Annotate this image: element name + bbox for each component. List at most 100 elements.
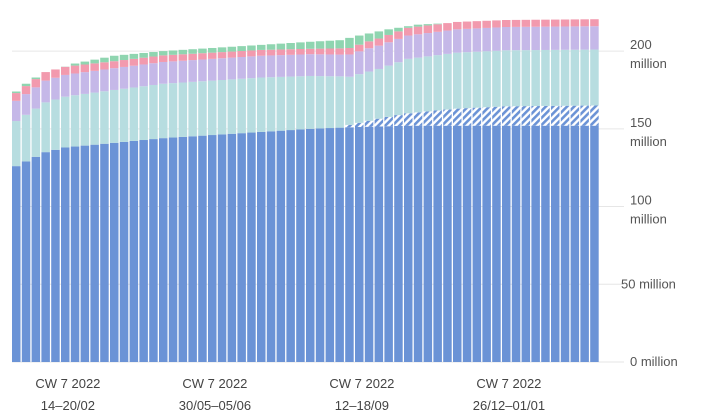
bar-segment-top — [198, 48, 207, 54]
bar-segment-2 — [159, 83, 168, 139]
bar-segment-4 — [580, 19, 589, 27]
bar-segment-3 — [266, 55, 276, 78]
x-axis: CW 7 2022 14–20/02 CW 7 2022 30/05–05/06 CW … — [35, 376, 545, 413]
bar-segment-1 — [364, 120, 374, 127]
bar-segment-3 — [541, 26, 550, 50]
bar-segment-4 — [257, 49, 266, 56]
bar-segment-top — [355, 35, 364, 45]
bar-segment-3 — [511, 26, 521, 51]
bar-segment-top — [276, 43, 286, 50]
bar-segment-3 — [296, 54, 305, 77]
bar-segment-3 — [306, 54, 315, 76]
bar-segment-3 — [12, 100, 21, 122]
bar-segment-1 — [374, 118, 384, 127]
bar-segment-top — [315, 41, 325, 49]
bar-segment-2 — [168, 83, 178, 138]
bar-segment-3 — [404, 35, 413, 59]
bar-segment-1 — [570, 105, 580, 126]
y-tick-label: 50 million — [621, 276, 676, 291]
bar-segment-3 — [590, 26, 599, 50]
y-tick-label: 150 million — [630, 115, 667, 149]
bar-segment-0 — [51, 149, 60, 362]
bar-segment-1 — [511, 106, 521, 126]
bar-segment-4 — [217, 52, 227, 59]
bar-segment-2 — [374, 68, 384, 119]
bar-segment-2 — [315, 76, 325, 129]
bar-segment-0 — [384, 126, 393, 363]
x-tick-label: CW 7 2022 30/05–05/06 — [179, 376, 251, 413]
bar-segment-2 — [247, 78, 256, 133]
bar-segment-0 — [325, 128, 335, 362]
bar-segment-1 — [423, 111, 433, 126]
bar-segment-top — [217, 47, 227, 53]
bar-segment-2 — [492, 50, 501, 107]
bar-segment-2 — [335, 76, 344, 128]
bar-segment-4 — [90, 63, 99, 71]
bar-segment-top — [21, 83, 31, 87]
bar-segment-3 — [413, 34, 423, 58]
bar-segment-top — [394, 27, 403, 32]
bar-segment-3 — [502, 26, 511, 51]
bar-segment-1 — [462, 108, 472, 126]
bar-segment-2 — [325, 76, 335, 129]
bar-segment-2 — [502, 50, 511, 107]
bar-segment-1 — [492, 106, 501, 126]
bar-segment-top — [374, 31, 384, 39]
bar-segment-3 — [345, 54, 354, 77]
bar-segment-4 — [394, 31, 403, 39]
bar-segment-4 — [61, 66, 70, 75]
bar-segment-0 — [12, 166, 21, 362]
bar-segment-0 — [286, 130, 295, 362]
bar-segment-4 — [453, 21, 462, 30]
bar-segment-0 — [590, 125, 599, 362]
bar-segment-0 — [296, 129, 305, 362]
bar-segment-0 — [492, 125, 501, 362]
bar-segment-3 — [61, 74, 70, 97]
bar-segment-3 — [394, 38, 403, 63]
bar-segment-3 — [168, 61, 178, 84]
bar-segment-top — [286, 43, 295, 50]
bar-segment-4 — [286, 49, 295, 55]
bar-segment-0 — [570, 125, 580, 362]
bar-segment-0 — [139, 140, 148, 362]
bar-segment-2 — [345, 76, 354, 125]
bar-segment-0 — [119, 141, 129, 362]
bar-segment-top — [266, 44, 276, 50]
bar-segment-1 — [580, 105, 589, 126]
bar-segment-2 — [404, 58, 413, 114]
bar-segment-3 — [482, 27, 491, 52]
y-tick-label: 200 million — [630, 37, 667, 71]
bar-segment-0 — [355, 127, 364, 362]
bar-segment-3 — [423, 33, 433, 57]
bar-segment-3 — [129, 65, 139, 88]
bar-segment-0 — [423, 125, 433, 362]
bar-segment-3 — [335, 54, 344, 77]
bar-segment-3 — [492, 27, 501, 51]
bar-segment-4 — [237, 51, 246, 57]
bar-segment-0 — [560, 125, 570, 362]
bar-segment-3 — [580, 26, 589, 50]
bar-segment-3 — [521, 26, 531, 51]
bar-segment-4 — [315, 48, 325, 55]
bar-segment-top — [423, 24, 433, 26]
bar-segment-3 — [159, 61, 168, 84]
bar-segment-top — [325, 40, 335, 49]
bar-segment-4 — [462, 21, 472, 29]
bar-segment-0 — [70, 146, 80, 362]
bar-segment-0 — [100, 143, 109, 362]
bar-segment-2 — [237, 78, 246, 134]
bar-segment-3 — [80, 72, 90, 94]
bar-segment-3 — [315, 54, 325, 77]
bar-segment-2 — [266, 77, 276, 132]
bar-segment-3 — [237, 56, 246, 79]
bar-segment-1 — [472, 107, 482, 126]
bar-segment-0 — [276, 130, 286, 362]
bar-segment-2 — [51, 99, 60, 150]
bar-segment-4 — [306, 48, 315, 55]
bar-segment-2 — [257, 77, 266, 132]
y-axis: 0 million 50 million 100 million 150 million 2… — [621, 37, 678, 369]
bar-segment-0 — [80, 145, 90, 362]
x-tick-label: CW 7 2022 14–20/02 — [35, 376, 100, 413]
bar-segment-4 — [139, 57, 148, 65]
